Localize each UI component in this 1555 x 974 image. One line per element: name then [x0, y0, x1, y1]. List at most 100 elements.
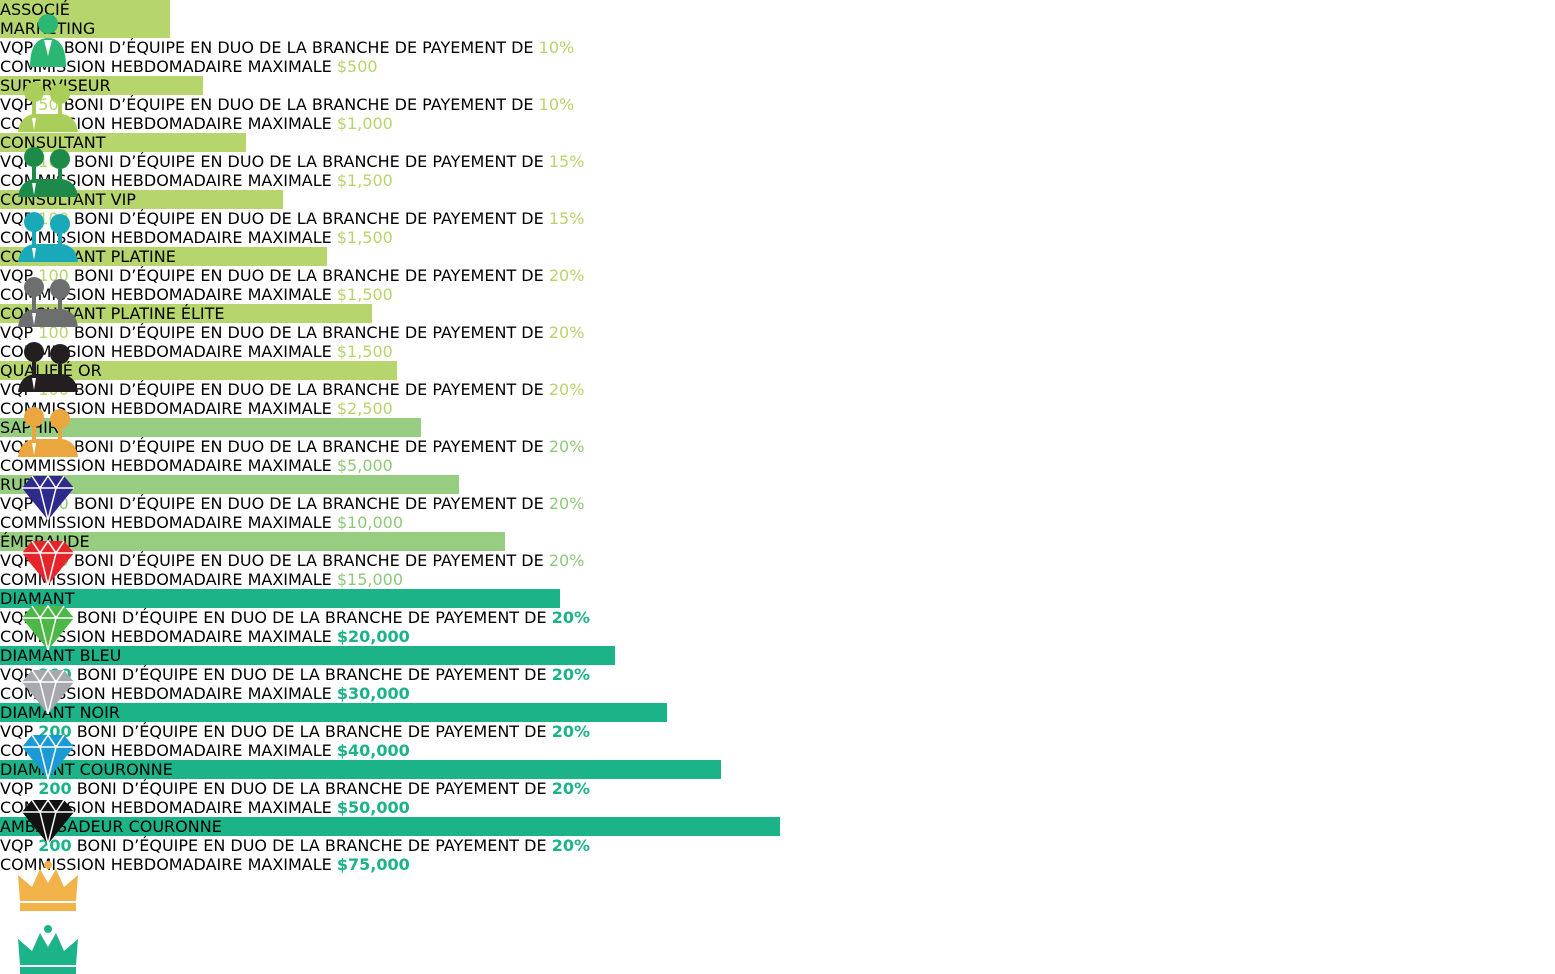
max-line: COMMISSION HEBDOMADAIRE MAXIMALE $15,000	[0, 570, 1555, 589]
max-line: COMMISSION HEBDOMADAIRE MAXIMALE $1,500	[0, 285, 1555, 304]
max-line: COMMISSION HEBDOMADAIRE MAXIMALE $1,000	[0, 114, 1555, 133]
percent-value: 10%	[538, 95, 575, 114]
max-value: $5,000	[336, 456, 393, 475]
rank-info: VQP 200 BONI D’ÉQUIPE EN DUO DE LA BRANC…	[0, 494, 1555, 532]
rank-icon	[18, 82, 78, 132]
vqp-label: VQP	[0, 266, 34, 285]
rank-icon	[18, 277, 78, 327]
max-line: COMMISSION HEBDOMADAIRE MAXIMALE $5,000	[0, 456, 1555, 475]
percent-value: 15%	[548, 152, 585, 171]
max-label: COMMISSION HEBDOMADAIRE MAXIMALE	[0, 57, 332, 76]
rank-icon	[22, 733, 74, 780]
rank-bar: DIAMANT BLEU	[0, 646, 615, 665]
vqp-line: VQP 200 BONI D’ÉQUIPE EN DUO DE LA BRANC…	[0, 836, 1555, 855]
rank-icon	[18, 407, 78, 457]
rank-info: VQP 200 BONI D’ÉQUIPE EN DUO DE LA BRANC…	[0, 779, 1555, 817]
rank-info: VQP 200 BONI D’ÉQUIPE EN DUO DE LA BRANC…	[0, 665, 1555, 703]
boni-label: BONI D’ÉQUIPE EN DUO DE LA BRANCHE DE PA…	[76, 779, 547, 798]
boni-label: BONI D’ÉQUIPE EN DUO DE LA BRANCHE DE PA…	[73, 266, 544, 285]
vqp-line: VQP 100 BONI D’ÉQUIPE EN DUO DE LA BRANC…	[0, 266, 1555, 285]
vqp-line: VQP 100 BONI D’ÉQUIPE EN DUO DE LA BRANC…	[0, 152, 1555, 171]
max-value: $50,000	[336, 798, 410, 817]
rank-info: VQP 100 BONI D’ÉQUIPE EN DUO DE LA BRANC…	[0, 209, 1555, 247]
vqp-label: VQP	[0, 722, 34, 741]
percent-value: 10%	[538, 38, 575, 57]
max-line: COMMISSION HEBDOMADAIRE MAXIMALE $40,000	[0, 741, 1555, 760]
rank-info: VQP 200 BONI D’ÉQUIPE EN DUO DE LA BRANC…	[0, 551, 1555, 589]
boni-label: BONI D’ÉQUIPE EN DUO DE LA BRANCHE DE PA…	[73, 380, 544, 399]
rank-name: CONSULTANT	[0, 133, 106, 152]
percent-value: 20%	[551, 722, 590, 741]
max-line: COMMISSION HEBDOMADAIRE MAXIMALE $2,500	[0, 399, 1555, 418]
max-value: $1,500	[336, 285, 393, 304]
rank-icon	[22, 604, 74, 651]
percent-value: 20%	[548, 323, 585, 342]
max-value: $40,000	[336, 741, 410, 760]
rank-info: VQP 50 BONI D’ÉQUIPE EN DUO DE LA BRANCH…	[0, 38, 1555, 76]
rank-bar: SAPHIR	[0, 418, 421, 437]
rank-info: VQP 100 BONI D’ÉQUIPE EN DUO DE LA BRANC…	[0, 380, 1555, 418]
boni-label: BONI D’ÉQUIPE EN DUO DE LA BRANCHE DE PA…	[73, 152, 544, 171]
max-line: COMMISSION HEBDOMADAIRE MAXIMALE $75,000	[0, 855, 1555, 874]
rank-bar: DIAMANT COURONNE	[0, 760, 721, 779]
max-label: COMMISSION HEBDOMADAIRE MAXIMALE	[0, 171, 332, 190]
max-value: $10,000	[336, 513, 404, 532]
vqp-line: VQP 200 BONI D’ÉQUIPE EN DUO DE LA BRANC…	[0, 494, 1555, 513]
percent-value: 20%	[551, 836, 590, 855]
rank-info: VQP 200 BONI D’ÉQUIPE EN DUO DE LA BRANC…	[0, 836, 1555, 874]
vqp-label: VQP	[0, 836, 34, 855]
max-line: COMMISSION HEBDOMADAIRE MAXIMALE $500	[0, 57, 1555, 76]
rank-info: VQP 200 BONI D’ÉQUIPE EN DUO DE LA BRANC…	[0, 608, 1555, 646]
max-value: $1,000	[336, 114, 393, 133]
boni-label: BONI D’ÉQUIPE EN DUO DE LA BRANCHE DE PA…	[76, 722, 547, 741]
max-line: COMMISSION HEBDOMADAIRE MAXIMALE $50,000	[0, 798, 1555, 817]
rank-name: DIAMANT NOIR	[0, 703, 120, 722]
boni-label: BONI D’ÉQUIPE EN DUO DE LA BRANCHE DE PA…	[73, 494, 544, 513]
max-value: $20,000	[336, 627, 410, 646]
boni-label: BONI D’ÉQUIPE EN DUO DE LA BRANCHE DE PA…	[63, 95, 534, 114]
rank-info: VQP 100 BONI D’ÉQUIPE EN DUO DE LA BRANC…	[0, 437, 1555, 475]
max-label: COMMISSION HEBDOMADAIRE MAXIMALE	[0, 513, 332, 532]
rank-bar: CONSULTANT	[0, 133, 246, 152]
vqp-value: 100	[38, 323, 69, 342]
max-value: $1,500	[336, 342, 393, 361]
rank-icon	[18, 342, 78, 392]
rank-icon	[22, 539, 74, 586]
boni-label: BONI D’ÉQUIPE EN DUO DE LA BRANCHE DE PA…	[76, 836, 547, 855]
boni-label: BONI D’ÉQUIPE EN DUO DE LA BRANCHE DE PA…	[73, 323, 544, 342]
boni-label: BONI D’ÉQUIPE EN DUO DE LA BRANCHE DE PA…	[73, 551, 544, 570]
rank-info: VQP 50 BONI D’ÉQUIPE EN DUO DE LA BRANCH…	[0, 95, 1555, 133]
vqp-label: VQP	[0, 38, 34, 57]
max-label: COMMISSION HEBDOMADAIRE MAXIMALE	[0, 684, 332, 703]
max-line: COMMISSION HEBDOMADAIRE MAXIMALE $1,500	[0, 228, 1555, 247]
vqp-label: VQP	[0, 323, 34, 342]
max-label: COMMISSION HEBDOMADAIRE MAXIMALE	[0, 741, 332, 760]
percent-value: 20%	[548, 437, 585, 456]
rank-icon	[22, 668, 74, 715]
max-label: COMMISSION HEBDOMADAIRE MAXIMALE	[0, 456, 332, 475]
vqp-line: VQP 100 BONI D’ÉQUIPE EN DUO DE LA BRANC…	[0, 323, 1555, 342]
rank-bar: ASSOCIÉ MARKETING	[0, 0, 170, 38]
max-label: COMMISSION HEBDOMADAIRE MAXIMALE	[0, 228, 332, 247]
percent-value: 20%	[551, 665, 590, 684]
vqp-line: VQP 200 BONI D’ÉQUIPE EN DUO DE LA BRANC…	[0, 608, 1555, 627]
max-label: COMMISSION HEBDOMADAIRE MAXIMALE	[0, 399, 332, 418]
vqp-line: VQP 200 BONI D’ÉQUIPE EN DUO DE LA BRANC…	[0, 551, 1555, 570]
vqp-line: VQP 50 BONI D’ÉQUIPE EN DUO DE LA BRANCH…	[0, 95, 1555, 114]
vqp-label: VQP	[0, 779, 34, 798]
percent-value: 20%	[548, 380, 585, 399]
max-value: $1,500	[336, 228, 393, 247]
rank-icon	[18, 925, 78, 974]
boni-label: BONI D’ÉQUIPE EN DUO DE LA BRANCHE DE PA…	[76, 608, 547, 627]
max-line: COMMISSION HEBDOMADAIRE MAXIMALE $30,000	[0, 684, 1555, 703]
rank-icon	[22, 474, 74, 521]
vqp-line: VQP 50 BONI D’ÉQUIPE EN DUO DE LA BRANCH…	[0, 38, 1555, 57]
vqp-line: VQP 200 BONI D’ÉQUIPE EN DUO DE LA BRANC…	[0, 722, 1555, 741]
percent-value: 20%	[548, 551, 585, 570]
max-value: $30,000	[336, 684, 410, 703]
max-label: COMMISSION HEBDOMADAIRE MAXIMALE	[0, 342, 332, 361]
max-label: COMMISSION HEBDOMADAIRE MAXIMALE	[0, 855, 332, 874]
rank-bar: AMBASSADEUR COURONNE	[0, 817, 780, 836]
vqp-label: VQP	[0, 95, 34, 114]
